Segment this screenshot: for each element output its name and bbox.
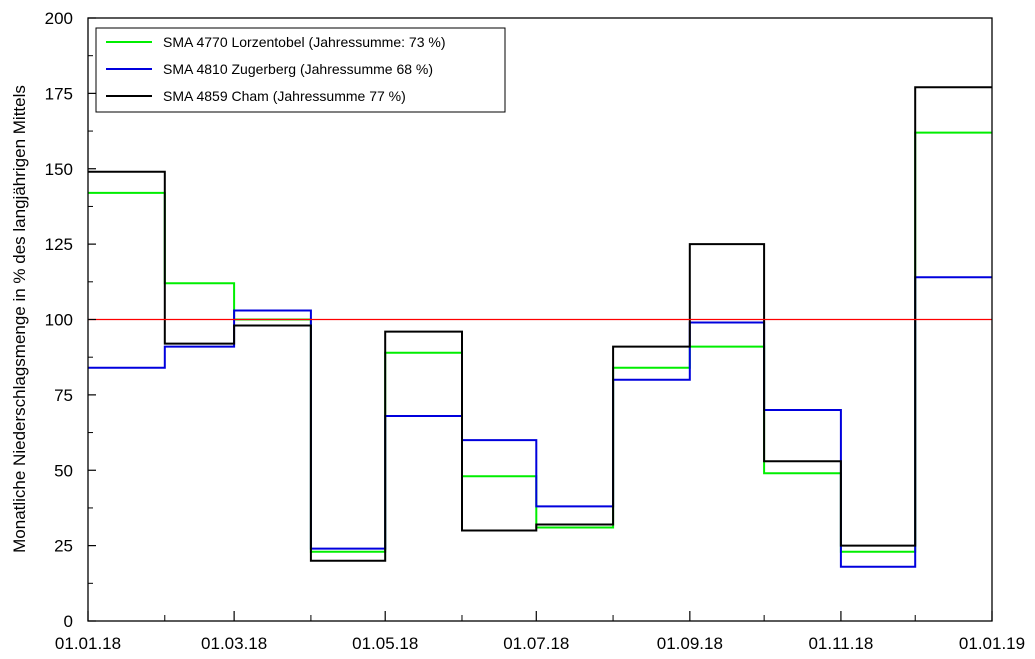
series-line-3 (88, 86, 992, 562)
series-3 (88, 86, 992, 562)
y-tick-label: 125 (45, 235, 73, 254)
legend-box (95, 27, 506, 113)
legend: SMA 4770 Lorzentobel (Jahressumme: 73 %)… (95, 27, 506, 113)
y-tick-label: 25 (54, 537, 73, 556)
x-axis: 01.01.18 01.03.18 01.05.18 01.07.18 01.09.18… (55, 611, 1025, 653)
x-tick-label: 01.01.18 (55, 634, 121, 653)
y-tick-label: 100 (45, 311, 73, 330)
x-tick-label: 01.11.18 (808, 634, 873, 653)
y-tick-label: 0 (64, 612, 73, 631)
x-tick-label: 01.09.18 (657, 634, 723, 653)
y-tick-label: 150 (45, 160, 73, 179)
y-tick-label: 200 (45, 9, 73, 28)
y-axis: 0 25 50 75 100 125 150 175 200 (45, 9, 96, 631)
legend-label: SMA 4859 Cham (Jahressumme 77 %) (163, 88, 406, 104)
series-2 (88, 276, 992, 568)
series-layer (88, 86, 992, 568)
y-tick-label: 175 (45, 84, 73, 103)
x-tick-label: 01.07.18 (503, 634, 569, 653)
x-tick-label: 01.05.18 (352, 634, 418, 653)
y-tick-label: 75 (54, 386, 73, 405)
legend-label: SMA 4810 Zugerberg (Jahressumme 68 %) (163, 61, 433, 77)
legend-items: SMA 4770 Lorzentobel (Jahressumme: 73 %)… (106, 34, 445, 104)
x-tick-label: 01.03.18 (201, 634, 267, 653)
legend-label: SMA 4770 Lorzentobel (Jahressumme: 73 %) (163, 34, 445, 50)
legend-item-3: SMA 4859 Cham (Jahressumme 77 %) (106, 88, 406, 104)
series-line-2 (88, 276, 992, 568)
legend-item-2: SMA 4810 Zugerberg (Jahressumme 68 %) (106, 61, 433, 77)
y-axis-title: Monatliche Niederschlagsmenge in % des l… (10, 85, 29, 553)
x-tick-label: 01.01.19 (959, 634, 1025, 653)
legend-item-1: SMA 4770 Lorzentobel (Jahressumme: 73 %) (106, 34, 445, 50)
y-tick-label: 50 (54, 461, 73, 480)
